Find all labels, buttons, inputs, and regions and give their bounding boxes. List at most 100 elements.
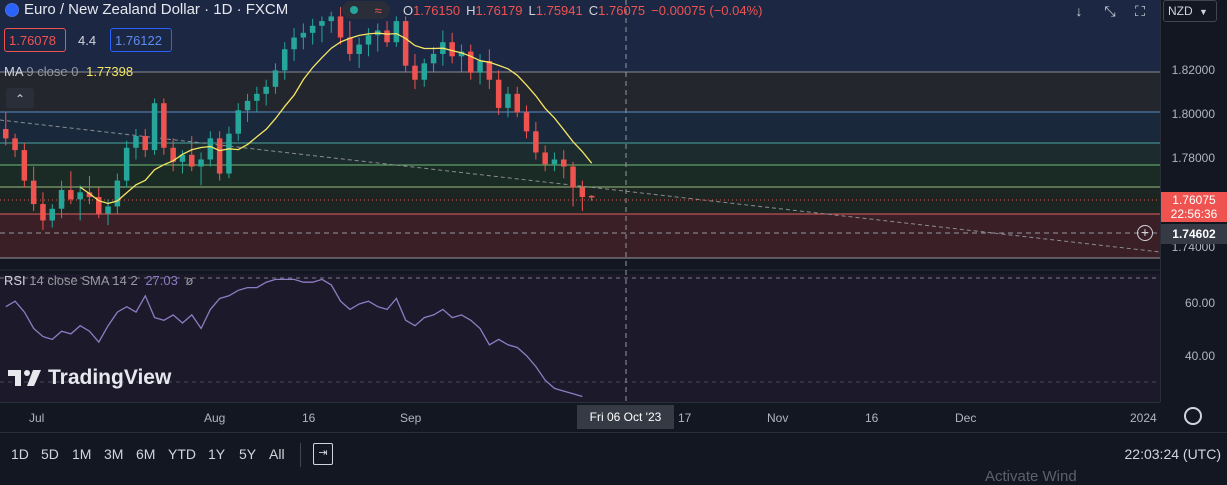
time-tick: Jul xyxy=(29,411,45,425)
fullscreen-icon[interactable]: ⛶ xyxy=(1135,2,1145,19)
candle-body xyxy=(300,32,307,38)
ma-legend[interactable]: MA 9 close 0 1.77398 xyxy=(4,64,134,79)
rsi-legend[interactable]: RSI 14 close SMA 14 2 27.03 ø xyxy=(4,273,194,288)
utc-clock[interactable]: 22:03:24 (UTC) xyxy=(1124,446,1221,462)
time-tick: Dec xyxy=(955,411,977,425)
candle-body xyxy=(105,206,111,214)
range-3m[interactable]: 3M xyxy=(104,446,124,462)
candle-body xyxy=(347,37,353,54)
price-chart[interactable] xyxy=(0,0,1160,402)
collapse-legend-button[interactable]: ⌃ xyxy=(6,88,34,108)
time-tick: 17 xyxy=(678,411,692,425)
market-open-dot-icon xyxy=(350,6,359,14)
currency-selector[interactable]: NZD ▼ xyxy=(1163,0,1217,22)
candle-body xyxy=(3,129,9,139)
candle-body xyxy=(570,166,576,188)
candle-body xyxy=(123,147,130,181)
range-5y[interactable]: 5Y xyxy=(239,446,257,462)
candle-body xyxy=(226,133,232,174)
candle-body xyxy=(579,187,586,198)
candle-body xyxy=(179,154,186,162)
current-price-label: 1.76075 22:56:36 xyxy=(1161,192,1227,222)
candle-body xyxy=(421,63,427,80)
price-axis[interactable]: NZD ▼ 1.82000 1.80000 1.78000 1.74000 1.… xyxy=(1160,0,1227,402)
range-5d[interactable]: 5D xyxy=(41,446,59,462)
candle-body xyxy=(477,60,483,73)
candle-body xyxy=(21,150,28,181)
price-tick: 1.82000 xyxy=(1171,63,1215,77)
time-tick: Aug xyxy=(204,411,226,425)
toolbar-divider xyxy=(300,443,301,467)
candle-body xyxy=(486,60,493,80)
settings-gear-icon[interactable] xyxy=(1184,407,1202,425)
spread-value: 4.4 xyxy=(78,33,97,48)
range-6m[interactable]: 6M xyxy=(136,446,156,462)
collapse-arrows-icon[interactable]: ⤡ xyxy=(1104,2,1116,19)
candle-body xyxy=(114,180,121,207)
candle-body xyxy=(235,110,241,134)
candle-body xyxy=(151,103,158,151)
candle-body xyxy=(216,138,223,174)
candle-body xyxy=(244,100,251,111)
sell-price-button[interactable]: 1.76078 xyxy=(4,28,66,52)
candle-body xyxy=(402,21,409,66)
candle-body xyxy=(77,192,83,200)
time-tick: Sep xyxy=(400,411,422,425)
candle-body xyxy=(495,79,502,108)
candle-body xyxy=(523,112,530,132)
range-all[interactable]: All xyxy=(269,446,285,462)
rsi-tick: 40.00 xyxy=(1184,349,1215,363)
buy-price-button[interactable]: 1.76122 xyxy=(110,28,172,52)
candle-body xyxy=(170,147,176,162)
go-to-date-icon[interactable]: ⇥ xyxy=(313,443,333,465)
range-ytd[interactable]: YTD xyxy=(168,446,196,462)
rsi-tick: 60.00 xyxy=(1184,296,1215,310)
market-status-icon: ≈ xyxy=(342,1,390,19)
candle-body xyxy=(356,44,362,54)
candle-body xyxy=(272,70,279,87)
candle-body xyxy=(96,197,102,214)
tradingview-logo-text: TradingView xyxy=(48,366,172,389)
range-1y[interactable]: 1Y xyxy=(208,446,226,462)
candle-body xyxy=(309,25,316,33)
symbol-flag-icon xyxy=(5,3,19,17)
range-1m[interactable]: 1M xyxy=(72,446,92,462)
candle-body xyxy=(30,180,37,205)
candle-body xyxy=(12,138,18,151)
candle-body xyxy=(328,16,334,22)
time-axis[interactable]: Jul Aug 16 Sep 17 Nov 16 Dec 2024 Fri 06… xyxy=(0,402,1160,432)
candle-body xyxy=(533,131,539,153)
chevron-down-icon: ▼ xyxy=(1199,7,1208,17)
candle-body xyxy=(514,93,520,113)
add-alert-icon[interactable]: + xyxy=(1137,225,1153,241)
candle-body xyxy=(198,159,204,167)
candle-body xyxy=(449,42,455,57)
candle-body xyxy=(263,86,269,94)
time-tick: Nov xyxy=(767,411,789,425)
crosshair-date-label: Fri 06 Oct '23 xyxy=(577,405,674,429)
symbol-title[interactable]: Euro / New Zealand Dollar · 1D · FXCM xyxy=(24,1,289,18)
time-tick: 16 xyxy=(302,411,316,425)
range-1d[interactable]: 1D xyxy=(11,446,29,462)
chevron-up-icon: ⌃ xyxy=(14,92,26,106)
time-tick: 2024 xyxy=(1130,411,1157,425)
candle-body xyxy=(68,189,74,200)
candle-body xyxy=(561,159,567,167)
candle-body xyxy=(142,136,148,151)
candle-body xyxy=(430,53,437,64)
bottom-toolbar: 1D 5D 1M 3M 6M YTD 1Y 5Y All ⇥ 22:03:24 … xyxy=(0,432,1227,485)
candle-body xyxy=(254,93,260,101)
arrow-down-icon[interactable]: ↓ xyxy=(1075,3,1083,19)
trend-line[interactable] xyxy=(0,119,1160,253)
candle-body xyxy=(189,154,195,167)
fib-bands xyxy=(0,0,1160,383)
candle-body xyxy=(542,152,548,165)
candle-body xyxy=(291,37,297,50)
price-tick: 1.78000 xyxy=(1171,151,1215,165)
candle-body xyxy=(40,204,46,221)
candle-body xyxy=(319,21,325,26)
price-tick: 1.80000 xyxy=(1171,107,1215,121)
ohlc-readout: O1.76150 H1.76179 L1.75941 C1.76075 −0.00075… xyxy=(403,3,763,18)
candle-body xyxy=(468,51,474,73)
candle-body xyxy=(365,35,372,45)
